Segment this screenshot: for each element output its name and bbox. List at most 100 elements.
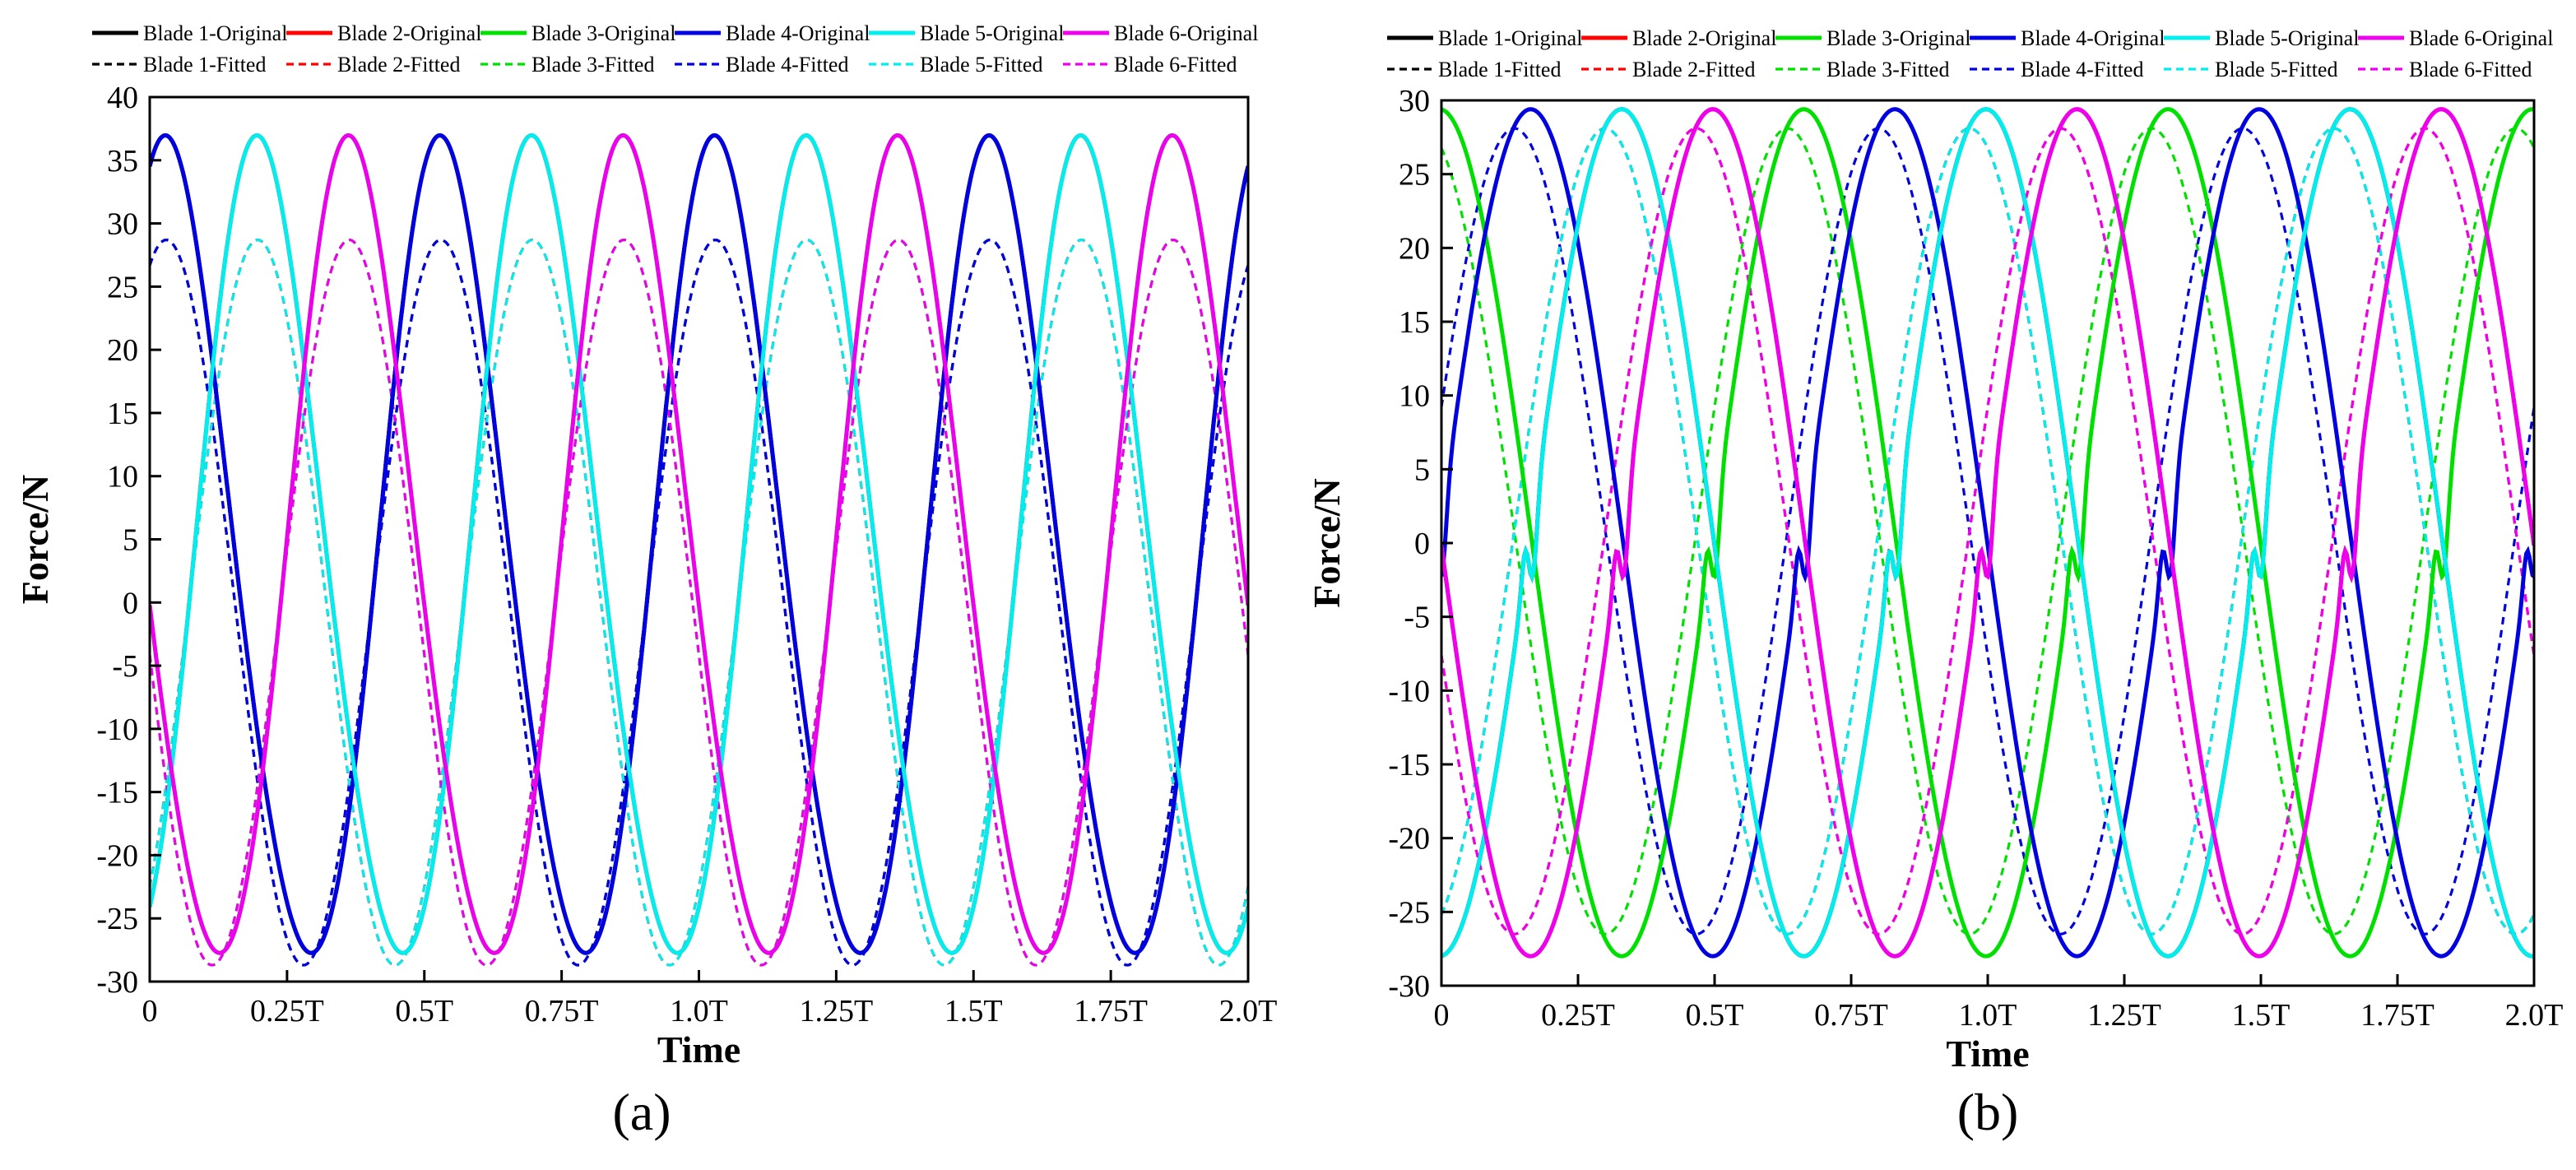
y-tick-label: -15 [96, 776, 138, 810]
panel-label: (b) [1957, 1083, 2019, 1141]
legend: Blade 1-Original Blade 2-Original Blade 3-… [92, 21, 1258, 77]
chart-panel-b: -30 -25 -20 -15 -10 -5 0 5 10 15 20 25 30 0 0.25T 0.5T 0… [1306, 26, 2563, 1141]
x-tick-label: 0.75T [1814, 998, 1888, 1033]
legend-entry-2: Blade 2-Original [1632, 26, 1776, 50]
legend-entry-7: Blade 1-Fitted [1438, 58, 1561, 81]
legend-entry-4: Blade 4-Original [2021, 26, 2165, 50]
legend-entry-8: Blade 2-Fitted [337, 53, 460, 77]
legend-entry-12: Blade 6-Fitted [2409, 58, 2532, 81]
y-tick-label: 25 [1399, 158, 1430, 193]
x-tick-label: 1.0T [670, 994, 728, 1028]
y-tick-label: -20 [96, 838, 138, 873]
y-axis-label: Force/N [14, 475, 56, 605]
y-tick-label: 25 [107, 270, 138, 304]
series-line-blade4-original [1441, 107, 2534, 959]
series-line-blade1-original [150, 132, 1248, 955]
y-tick-label: 0 [123, 586, 138, 620]
legend-entry-5: Blade 5-Original [2215, 26, 2359, 50]
x-tick-label: 0 [142, 994, 158, 1028]
y-tick-label: 40 [107, 81, 138, 115]
legend-entry-5: Blade 5-Original [920, 21, 1064, 45]
legend-entry-7: Blade 1-Fitted [143, 53, 266, 77]
y-tick-label: 20 [107, 333, 138, 368]
legend-entry-11: Blade 5-Fitted [2215, 58, 2337, 81]
chart-panel-a: -30 -25 -20 -15 -10 -5 0 5 10 15 20 25 30 35 40 0 0.25T 0… [14, 21, 1277, 1141]
y-tick-label: -10 [96, 713, 138, 747]
x-axis-label: Time [657, 1028, 740, 1070]
x-tick-label: 0 [1434, 998, 1450, 1033]
legend: Blade 1-Original Blade 2-Original Blade 3-… [1387, 26, 2553, 81]
y-tick-label: 15 [107, 397, 138, 431]
plot-area [150, 132, 1248, 967]
y-tick-label: 30 [1399, 84, 1430, 118]
y-tick-label: -5 [112, 649, 138, 684]
y-tick-label: 5 [123, 523, 138, 558]
series-line-blade6-original [150, 132, 1248, 955]
legend-entry-4: Blade 4-Original [726, 21, 870, 45]
x-tick-label: 0.5T [395, 994, 453, 1028]
legend-entry-11: Blade 5-Fitted [920, 53, 1042, 77]
legend-entry-10: Blade 4-Fitted [726, 53, 848, 77]
series-line-blade4-fitted [1441, 127, 2534, 936]
y-axis-label: Force/N [1306, 478, 1348, 608]
x-tick-label: 1.25T [2087, 998, 2161, 1033]
legend-entry-3: Blade 3-Original [1826, 26, 1970, 50]
y-tick-label: 30 [107, 207, 138, 242]
series-line-blade3-original [150, 132, 1248, 955]
legend-entry-2: Blade 2-Original [337, 21, 481, 45]
y-tick-label: -30 [96, 965, 138, 1000]
x-tick-label: 2.0T [2505, 998, 2564, 1033]
x-tick-label: 2.0T [1219, 994, 1278, 1028]
legend-entry-12: Blade 6-Fitted [1114, 53, 1237, 77]
plot-area [1441, 107, 2534, 959]
x-axis-label: Time [1946, 1033, 2029, 1075]
x-tick-label: 0.5T [1686, 998, 1744, 1033]
series-line-blade6-fitted [150, 238, 1248, 967]
x-tick-label: 1.0T [1959, 998, 2017, 1033]
x-tick-label: 0.25T [250, 994, 324, 1028]
series-line-blade5-fitted [1441, 127, 2534, 936]
series-line-blade5-fitted [150, 238, 1248, 967]
y-tick-label: 0 [1414, 527, 1430, 561]
y-tick-label: 35 [107, 144, 138, 179]
y-tick-label: 10 [1399, 379, 1430, 414]
x-tick-label: 1.75T [2360, 998, 2434, 1033]
legend-entry-3: Blade 3-Original [531, 21, 675, 45]
legend-entry-6: Blade 6-Original [2409, 26, 2553, 50]
series-line-blade4-original [150, 132, 1248, 955]
y-tick-label: 20 [1399, 231, 1430, 266]
y-tick-label: -20 [1388, 822, 1430, 857]
x-tick-label: 1.5T [2232, 998, 2291, 1033]
legend-entry-1: Blade 1-Original [143, 21, 287, 45]
x-tick-label: 0.25T [1541, 998, 1615, 1033]
series-line-blade5-original [150, 132, 1248, 955]
legend-entry-10: Blade 4-Fitted [2021, 58, 2143, 81]
x-tick-label: 1.25T [800, 994, 874, 1028]
y-tick-label: 10 [107, 460, 138, 494]
series-line-blade6-original [1441, 107, 2534, 959]
legend-entry-9: Blade 3-Fitted [531, 53, 654, 77]
y-tick-label: 5 [1414, 453, 1430, 487]
legend-entry-8: Blade 2-Fitted [1632, 58, 1755, 81]
legend-entry-9: Blade 3-Fitted [1826, 58, 1949, 81]
x-tick-label: 1.5T [945, 994, 1003, 1028]
panel-label: (a) [612, 1083, 671, 1141]
y-tick-label: -5 [1404, 601, 1430, 635]
y-tick-label: -10 [1388, 674, 1430, 708]
y-tick-label: -30 [1388, 969, 1430, 1004]
y-tick-label: -15 [1388, 748, 1430, 782]
legend-entry-1: Blade 1-Original [1438, 26, 1582, 50]
x-tick-label: 0.75T [525, 994, 599, 1028]
series-line-blade2-original [150, 132, 1248, 955]
axes-frame [148, 95, 1250, 983]
series-line-blade3-fitted [1441, 127, 2534, 936]
y-tick-label: -25 [96, 902, 138, 936]
legend-entry-6: Blade 6-Original [1114, 21, 1258, 45]
x-tick-label: 1.75T [1074, 994, 1148, 1028]
series-line-blade5-original [1441, 107, 2534, 959]
series-line-blade3-original [1441, 107, 2534, 959]
y-tick-label: -25 [1388, 895, 1430, 930]
y-tick-label: 15 [1399, 305, 1430, 340]
series-line-blade6-fitted [1441, 127, 2534, 936]
